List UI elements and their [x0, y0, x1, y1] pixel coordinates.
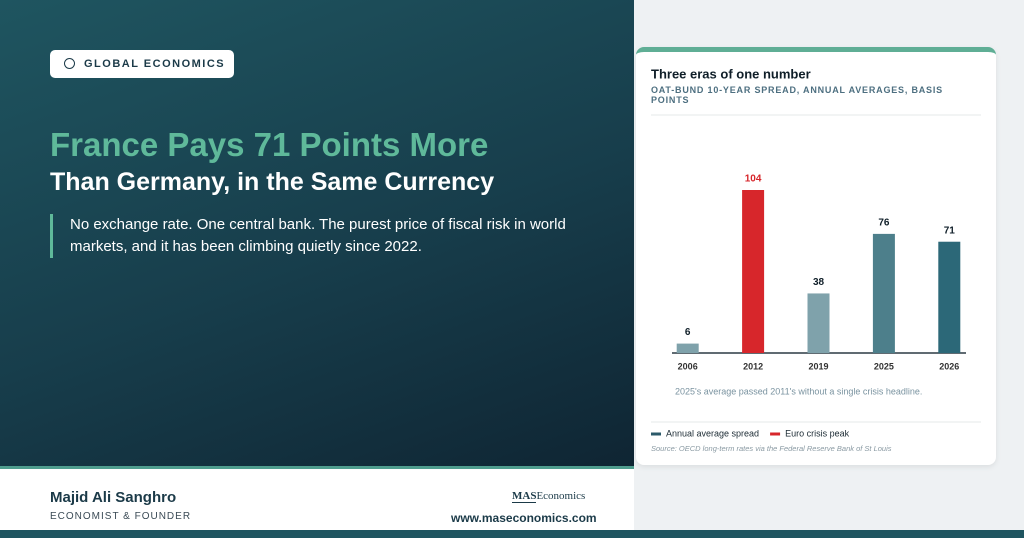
- website[interactable]: www.maseconomics.com: [451, 511, 597, 525]
- headline-line2: Than Germany, in the Same Currency: [50, 168, 495, 196]
- bar: [676, 343, 699, 353]
- logo-mark: MAS: [512, 490, 537, 503]
- lede: No exchange rate. One central bank. The …: [50, 214, 600, 258]
- x-tick-label: 2026: [939, 361, 959, 371]
- badge: GLOBAL ECONOMICS: [50, 50, 234, 78]
- bar: [938, 241, 961, 353]
- legend-label: Annual average spread: [666, 428, 759, 438]
- value-label: 38: [813, 277, 825, 288]
- value-label: 71: [944, 225, 956, 236]
- annotation: 2025's average passed 2011's without a s…: [675, 386, 922, 396]
- footer: Majid Ali Sanghro ECONOMIST & FOUNDER MA…: [0, 466, 634, 530]
- subtitle-box: OAT-BUND 10-YEAR SPREAD, ANNUAL AVERAGES…: [651, 85, 943, 105]
- headline-line1: France Pays 71 Points More: [50, 126, 489, 163]
- hero-panel: GLOBAL ECONOMICS France Pays 71 Points M…: [0, 0, 634, 466]
- value-label: 104: [745, 174, 762, 185]
- author-name: Majid Ali Sanghro: [50, 489, 177, 506]
- bar: [742, 190, 765, 353]
- bottom-bar: [0, 530, 1024, 538]
- bar: [807, 293, 830, 353]
- chart-title: Three eras of one number: [651, 66, 811, 81]
- chart-card: [636, 47, 996, 465]
- value-label: 6: [685, 327, 691, 338]
- logo-text: Economics: [536, 490, 586, 502]
- value-label: 76: [878, 218, 890, 229]
- x-tick-label: 2025: [874, 361, 894, 371]
- chart-subtitle: OAT-BUND 10-YEAR SPREAD, ANNUAL AVERAGES…: [651, 85, 943, 105]
- logo: MASEconomics: [512, 490, 586, 503]
- x-tick-label: 2019: [808, 361, 828, 371]
- x-tick-label: 2006: [678, 361, 698, 371]
- legend-label: Euro crisis peak: [785, 428, 850, 438]
- source: Source: OECD long-term rates via the Fed…: [651, 444, 892, 453]
- bar: [872, 233, 895, 353]
- author-role: ECONOMIST & FOUNDER: [50, 511, 192, 522]
- x-tick-label: 2012: [743, 361, 763, 371]
